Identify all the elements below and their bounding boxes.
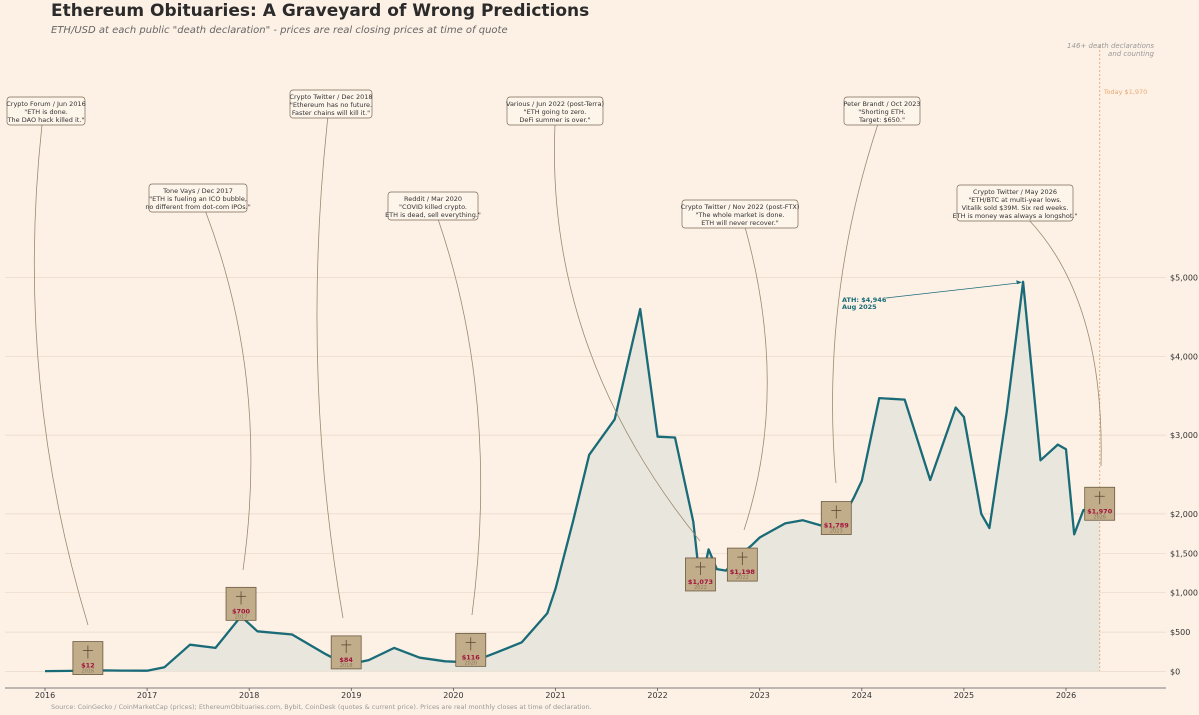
x-tick-label: 2018 [239,691,259,700]
chart-subtitle: ETH/USD at each public "death declaratio… [51,25,508,36]
tombstone-price: $1,789 [824,522,850,530]
callout-source: Tone Vays / Dec 2017 [162,187,233,195]
tombstone-price: $700 [232,607,251,615]
callout-connector [204,209,252,571]
callout-box [506,96,604,126]
y-tick-label: $1,000 [1170,589,1198,598]
callout-quote-line: ETH is money was always a longshot." [953,212,1078,220]
tombstone-year: 2026 [1093,514,1106,520]
x-tick-label: 2024 [852,691,872,700]
y-tick-label: $3,000 [1170,431,1198,440]
callout-quote-line: "COVID killed crypto. [399,203,467,211]
callouts: Crypto Forum / Jun 2016"ETH is done.The … [6,89,1078,229]
tombstone-price: $1,198 [730,568,756,576]
x-tick-label: 2021 [545,691,565,700]
callout-connector [554,123,701,542]
callout-source: Peter Brandt / Oct 2023 [843,100,920,108]
callout-source: Various / Jun 2022 (post-Terra) [506,100,604,108]
callout-box [681,199,799,229]
callout-quote-line: "Ethereum has no future. [290,101,372,109]
axes: $0 $500 $1,000 $1,500 $2,000 $3,000 $4,000 $5,0… [5,274,1198,700]
source-note: Source: CoinGecko / CoinMarketCap (price… [51,703,592,711]
x-tick-label: 2016 [35,691,55,700]
callout-quote-line: ETH is dead, sell everything." [385,211,481,219]
callout-quote-line: The DAO hack killed it." [7,116,85,124]
callout-source: Reddit / Mar 2020 [404,195,462,203]
y-tick-label: $1,500 [1170,549,1198,558]
callout-source: Crypto Twitter / Nov 2022 (post-FTX) [681,203,800,211]
callout-quote-line: "ETH going to zero. [524,108,587,116]
x-tick-label: 2025 [954,691,974,700]
tombstone-year: 2017 [235,614,248,620]
callout-box [289,89,373,119]
callout-quote-line: Faster chains will kill it." [292,109,370,117]
today-marker: Today $1,970 [1099,46,1148,671]
callout-connector [743,226,768,531]
tombstone-year: 2018 [340,663,353,669]
chart-title: Ethereum Obituaries: A Graveyard of Wron… [51,1,590,21]
callout-quote-line: DeFi summer is over." [519,116,590,124]
today-label: Today $1,970 [1103,88,1148,96]
tombstone-price: $1,073 [688,578,713,586]
callout-quote-line: no different from dot-com IPOs." [145,203,250,211]
price-area-fill [45,281,1100,672]
ath-date: Aug 2025 [842,303,877,311]
ath-label: ATH: $4,946 [842,296,887,304]
x-tick-label: 2020 [443,691,463,700]
callout-connectors [33,115,1102,626]
callout-quote-line: "Shorting ETH. [858,108,905,116]
callout-quote-line: "ETH/BTC at multi-year lows. [968,196,1061,204]
tombstone-year: 2016 [82,669,95,675]
y-tick-label: $0 [1170,668,1180,677]
tombstones: $122016$7002017$842018$1162020$1,0732022… [72,486,1116,675]
callout-source: Crypto Twitter / Dec 2018 [289,93,372,101]
price-line [44,280,1101,673]
callout-connector [33,124,89,626]
callout-quote-line: "ETH is done. [24,108,68,116]
callout-connector [437,218,482,616]
ath-arrow-head [1016,280,1023,285]
tombstone-price: $12 [81,662,95,670]
tombstone-price: $84 [339,656,353,664]
tombstone-year: 2023 [830,529,843,535]
price-area [45,281,1100,672]
y-tick-label: $2,000 [1170,510,1198,519]
tombstone-year: 2022 [694,585,707,591]
callout-source: Crypto Twitter / May 2026 [973,188,1057,196]
y-tick-label: $5,000 [1170,274,1198,283]
callout-quote-line: Vitalik sold $39M. Six red weeks. [962,204,1069,212]
ath-arrow [885,282,1021,299]
tombstone-year: 2020 [464,660,477,666]
x-tick-label: 2019 [341,691,361,700]
callout-quote-line: Target: $650." [858,116,905,124]
y-tick-label: $4,000 [1170,352,1198,361]
callout-quote-line: ETH will never recover." [701,219,779,227]
callout-box [387,191,479,221]
callout-connector [832,123,879,484]
x-tick-label: 2026 [1056,691,1076,700]
corner-note-line: and counting [1108,50,1155,58]
tombstone-price: $1,970 [1087,507,1113,515]
y-tick-label: $500 [1170,628,1190,637]
callout-box [148,183,248,213]
callout-box [956,184,1074,222]
callout-connector [316,115,344,619]
callout-quote-line: "The whole market is done. [695,211,784,219]
corner-note-line: 146+ death declarations [1067,42,1154,50]
callout-connector [1027,218,1102,467]
price-series-line [44,280,1101,673]
callout-quote-line: "ETH is fueling an ICO bubble, [149,195,247,203]
tombstone-year: 2022 [736,575,749,581]
tombstone-price: $116 [462,653,481,661]
callout-box [6,96,86,126]
callout-source: Crypto Forum / Jun 2016 [6,100,85,108]
x-tick-label: 2023 [750,691,770,700]
x-tick-label: 2022 [647,691,667,700]
callout-box [843,96,921,126]
x-tick-label: 2017 [137,691,157,700]
